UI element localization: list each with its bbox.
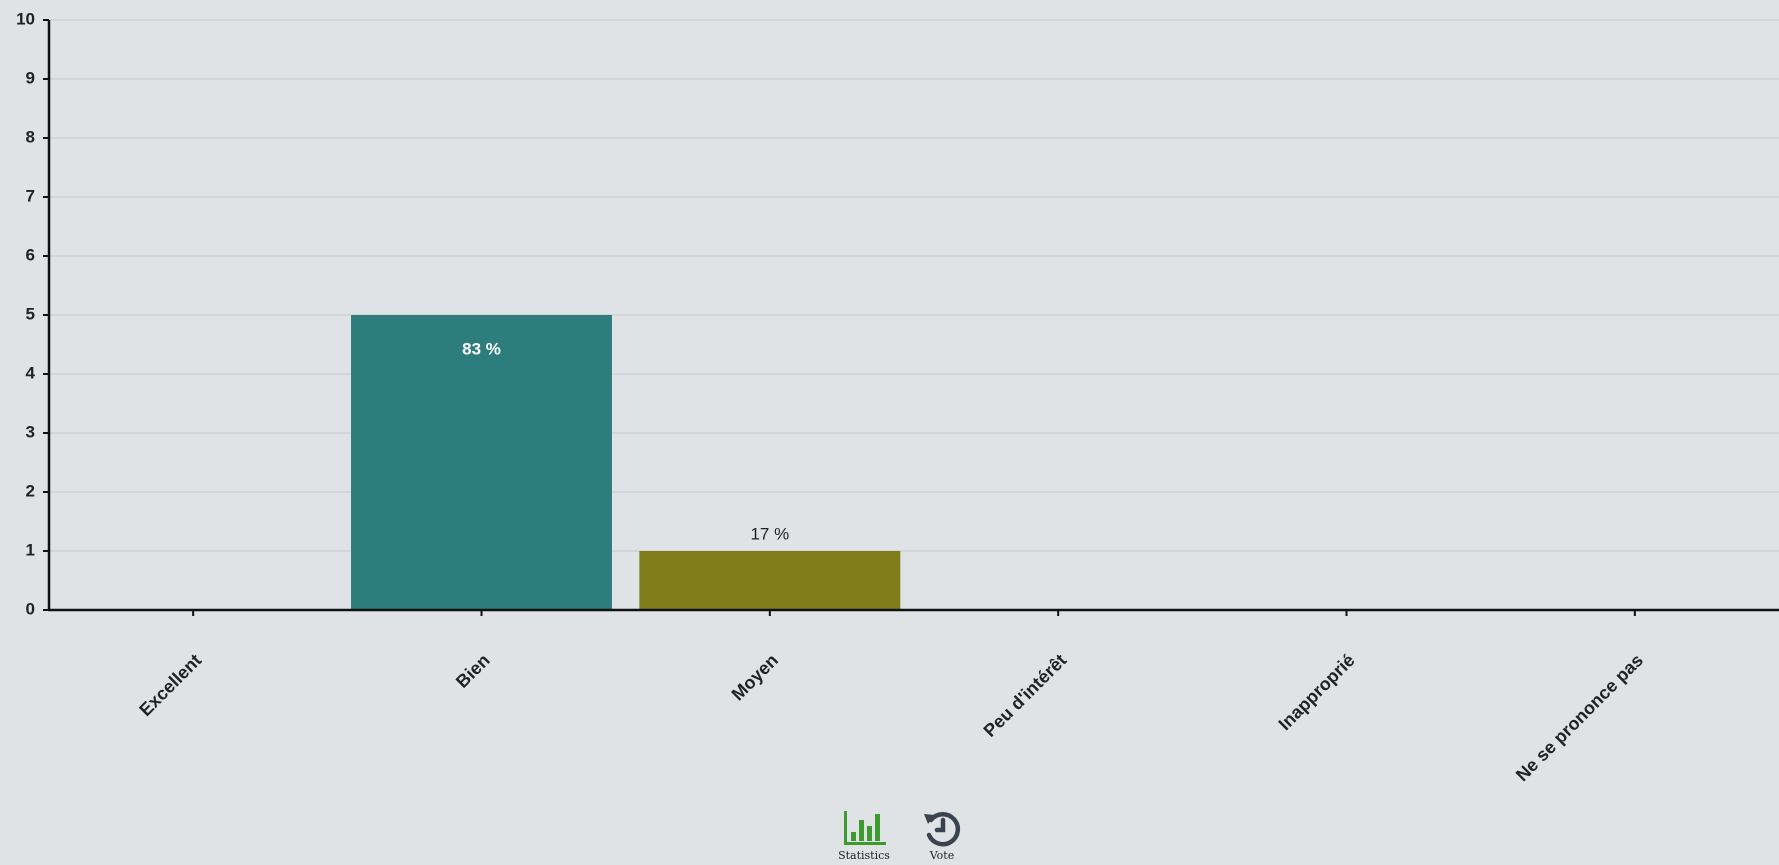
history-icon bbox=[924, 812, 961, 847]
grid-lines bbox=[49, 19, 1779, 552]
y-tick-label: 6 bbox=[26, 245, 35, 264]
y-tick-label: 5 bbox=[26, 304, 35, 323]
data-label: 17 % bbox=[750, 524, 789, 543]
data-label: 83 % bbox=[462, 339, 501, 358]
x-tick-label: Ne se prononce pas bbox=[1512, 650, 1647, 785]
y-tick-label: 2 bbox=[26, 481, 35, 500]
x-tick-label: Excellent bbox=[135, 650, 205, 720]
y-tick-label: 10 bbox=[16, 9, 35, 28]
x-tick-label: Inapproprié bbox=[1275, 650, 1359, 734]
y-tick-label: 9 bbox=[26, 68, 35, 87]
y-tick-label: 7 bbox=[26, 186, 35, 205]
x-tick-label: Peu d'intérêt bbox=[980, 650, 1071, 741]
x-tick-label: Bien bbox=[452, 650, 494, 692]
y-tick-label: 1 bbox=[26, 540, 35, 559]
y-tick-label: 0 bbox=[26, 599, 35, 618]
statistics-button[interactable]: Statistics bbox=[838, 808, 890, 862]
x-tick-label: Moyen bbox=[728, 650, 782, 704]
bar bbox=[351, 315, 612, 610]
vote-button[interactable]: Vote bbox=[918, 808, 966, 862]
bar bbox=[639, 551, 901, 610]
y-tick-label: 3 bbox=[26, 422, 35, 441]
x-axis-ticks: Excellent Bien Moyen Peu d'intérêt Inappropr… bbox=[135, 610, 1647, 785]
data-labels: 83 % 17 % bbox=[462, 339, 789, 543]
statistics-label: Statistics bbox=[838, 849, 890, 862]
vote-label: Vote bbox=[929, 849, 955, 862]
bars bbox=[351, 315, 901, 610]
y-tick-label: 8 bbox=[26, 127, 35, 146]
bar-chart-icon bbox=[844, 811, 886, 845]
y-axis-ticks: 0 1 2 3 4 5 6 7 8 9 10 bbox=[16, 9, 49, 618]
y-tick-label: 4 bbox=[26, 363, 36, 382]
